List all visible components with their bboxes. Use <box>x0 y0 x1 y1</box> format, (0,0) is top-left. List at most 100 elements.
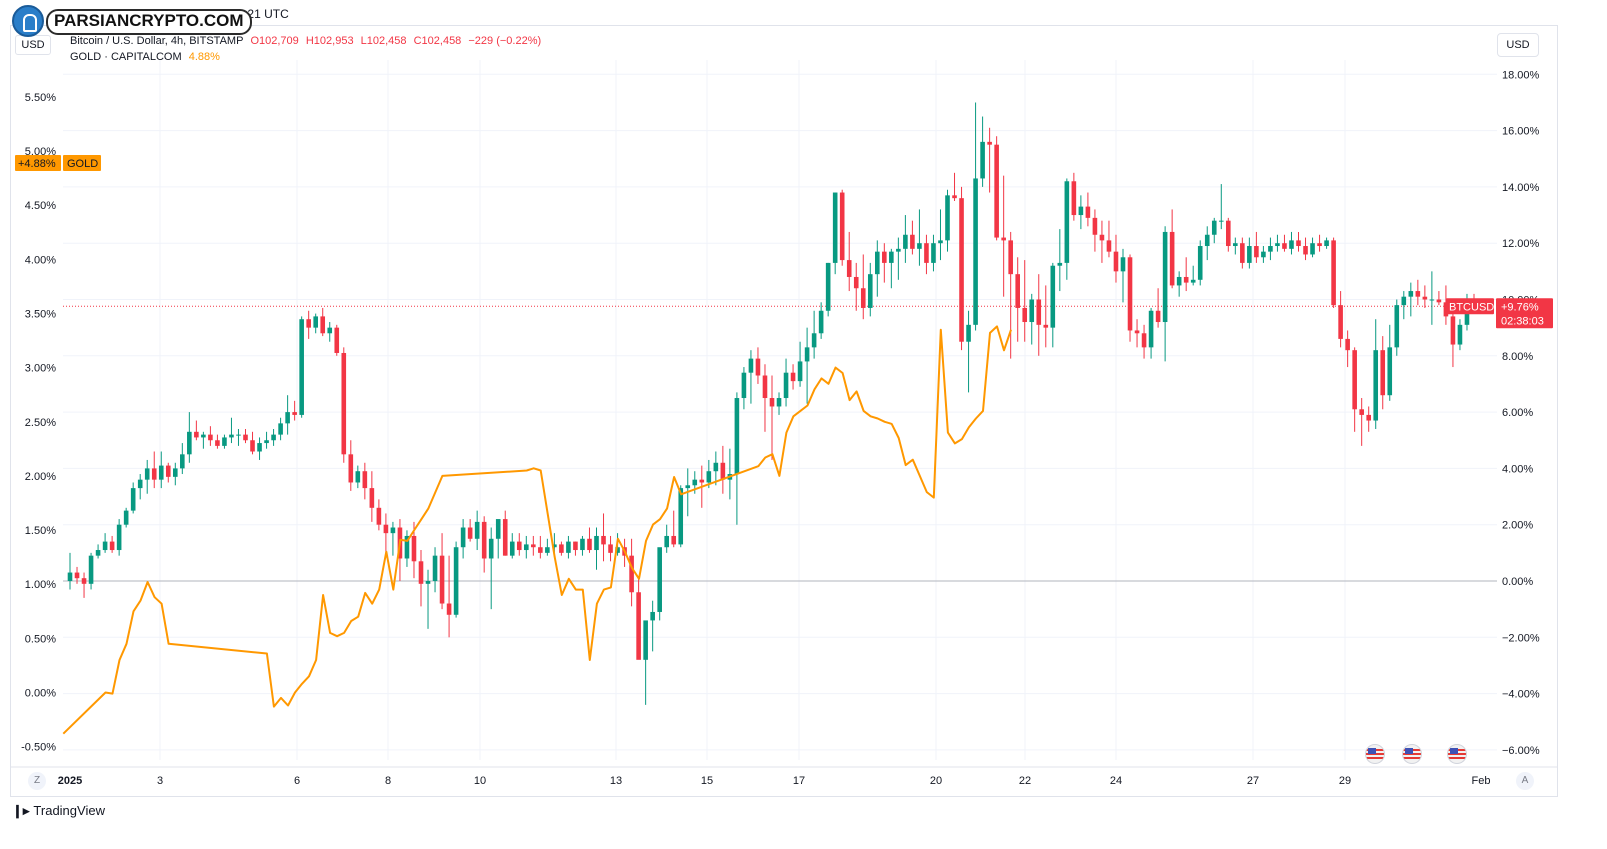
candle-body <box>1176 276 1182 286</box>
candle-body <box>88 555 94 584</box>
chart-frame <box>10 25 1558 797</box>
candle-body <box>1064 181 1070 263</box>
x-axis-tick-label: 2025 <box>58 775 82 787</box>
candle-body <box>1113 251 1119 272</box>
candle-body <box>566 541 571 553</box>
auto-scale-button[interactable]: A <box>1516 772 1534 790</box>
right-axis-tick-label: 16.00% <box>1502 126 1540 138</box>
left-axis-tick-label: 4.50% <box>25 200 56 212</box>
candle-body <box>1387 347 1393 396</box>
candle-body <box>741 372 747 399</box>
candle-body <box>685 485 691 489</box>
right-axis-tick-label: −2.00% <box>1502 632 1540 644</box>
gold-badge-label: GOLD <box>67 158 98 170</box>
candle-body <box>643 620 648 660</box>
candle-body <box>222 437 227 446</box>
candle-body <box>1303 246 1308 255</box>
tradingview-brand[interactable]: ❙▸ TradingView <box>12 803 105 819</box>
candle-body <box>769 398 775 407</box>
x-axis-tick-label: Feb <box>1472 775 1491 787</box>
candle-body <box>1359 409 1364 415</box>
candle-body <box>1317 243 1322 247</box>
chart-legend: Bitcoin / U.S. Dollar, 4h, BITSTAMP O102… <box>70 33 545 65</box>
candle-body <box>137 479 143 489</box>
left-axis-tick-label: 5.50% <box>25 92 56 104</box>
btc-value-badge: BTCUSD +9.76% 02:38:03 <box>1446 298 1553 329</box>
logo-text: PARSIANCRYPTO.COM <box>46 9 252 35</box>
legend-main-series[interactable]: Bitcoin / U.S. Dollar, 4h, BITSTAMP O102… <box>70 33 545 49</box>
gold-badge-label-bg <box>63 155 101 171</box>
btc-badge-label-bg <box>1446 298 1494 315</box>
candle-body <box>285 412 290 424</box>
candle-body <box>1436 299 1442 303</box>
candle-body <box>664 535 669 548</box>
candle-body <box>1169 231 1175 286</box>
candle-body <box>495 519 501 539</box>
candle-body <box>208 434 213 441</box>
candle-body <box>453 547 459 615</box>
candle-body <box>1408 291 1414 297</box>
candle-body <box>853 276 859 289</box>
legend-change: −229 (−0.22%) <box>468 35 542 47</box>
candle-body <box>1050 265 1056 328</box>
candle-body <box>369 488 375 508</box>
candle-body <box>74 572 80 579</box>
candle-body <box>608 544 613 553</box>
gold-value-badge: +4.88% GOLD <box>15 155 101 171</box>
candle-body <box>1373 350 1379 421</box>
candle-body <box>1380 350 1386 396</box>
candle-body <box>903 234 908 249</box>
candle-body <box>299 319 304 415</box>
zoom-button[interactable]: Z <box>28 772 46 790</box>
candle-body <box>236 434 241 436</box>
candle-body <box>1106 240 1112 252</box>
candle-body <box>474 521 480 539</box>
gold-badge-bg <box>15 155 61 171</box>
candle-body <box>1268 246 1273 252</box>
x-axis-tick-label: 15 <box>701 775 713 787</box>
right-axis-tick-label: 2.00% <box>1502 520 1533 532</box>
site-logo: PARSIANCRYPTO.COM <box>12 5 252 37</box>
candle-body <box>1036 299 1042 325</box>
legend-compare-value: 4.88% <box>188 51 220 63</box>
candle-body <box>502 519 508 556</box>
left-scale-currency-button[interactable]: USD <box>15 35 51 55</box>
legend-high: H102,953 <box>305 35 354 47</box>
x-axis-tick-label: 10 <box>474 775 486 787</box>
candle-body <box>67 572 73 581</box>
candle-body <box>825 262 831 311</box>
btc-candles <box>67 102 1477 705</box>
us-flag-event-icon[interactable] <box>1447 744 1467 764</box>
candle-body <box>657 547 662 612</box>
candle-body <box>552 544 557 548</box>
candle-body <box>587 538 592 551</box>
candle-body <box>699 479 705 483</box>
candle-body <box>257 443 262 452</box>
legend-main-symbol: Bitcoin / U.S. Dollar, 4h, BITSTAMP <box>70 35 244 47</box>
left-axis-tick-label: 1.50% <box>25 525 56 537</box>
candle-body <box>278 423 283 435</box>
us-flag-event-icon[interactable] <box>1402 744 1422 764</box>
us-flag-event-icon[interactable] <box>1365 744 1385 764</box>
candle-body <box>531 544 536 548</box>
candle-body <box>180 454 185 469</box>
legend-compare-series[interactable]: GOLD · CAPITALCOM 4.88% <box>70 49 545 65</box>
candle-body <box>720 462 726 480</box>
candle-body <box>636 592 641 660</box>
left-axis-tick-label: -0.50% <box>21 742 56 754</box>
candle-body <box>1345 338 1350 351</box>
candle-body <box>580 538 585 551</box>
candle-body <box>559 544 564 553</box>
candle-body <box>1190 279 1196 283</box>
candle-body <box>81 578 87 584</box>
right-axis-tick-label: 4.00% <box>1502 463 1533 475</box>
candle-body <box>1015 274 1020 308</box>
candle-body <box>1422 296 1428 300</box>
btc-badge-countdown: 02:38:03 <box>1501 315 1544 327</box>
x-axis-tick-label: 27 <box>1247 775 1259 787</box>
candle-body <box>1043 324 1049 328</box>
right-scale-currency-button[interactable]: USD <box>1497 33 1539 57</box>
candle-body <box>650 611 655 621</box>
left-axis-tick-label: 1.00% <box>25 579 56 591</box>
